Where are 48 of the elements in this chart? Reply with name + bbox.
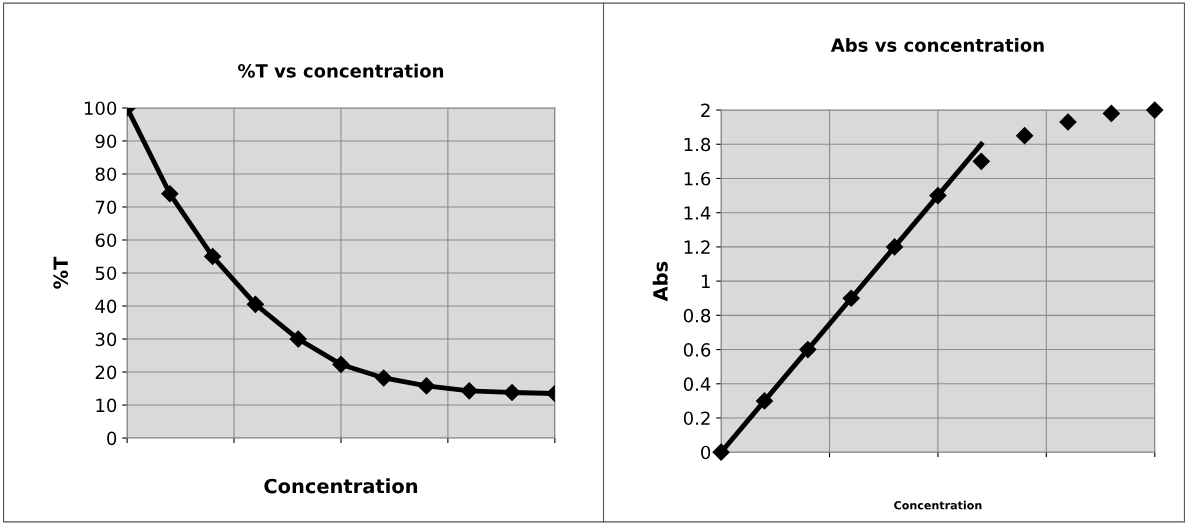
point — [929, 187, 947, 205]
point — [1016, 127, 1034, 145]
y-tick-label: 0.4 — [683, 377, 711, 391]
point — [503, 383, 521, 402]
chart-title: %T vs concentration — [238, 63, 444, 78]
y-tick-label: 1 — [701, 274, 710, 288]
y-tick-label: 1.2 — [684, 240, 710, 254]
point — [204, 247, 222, 266]
point — [755, 392, 774, 410]
y-tick-label: 1.6 — [684, 171, 711, 186]
point — [1146, 101, 1164, 119]
y-tick-label: 50 — [95, 266, 117, 281]
point — [375, 369, 393, 387]
y-tick-label: 2 — [701, 103, 710, 117]
point — [246, 295, 264, 313]
point — [799, 341, 817, 359]
y-tick-label: 0 — [701, 445, 711, 460]
x-axis-title: Concentration — [894, 500, 982, 510]
point — [972, 152, 990, 170]
y-tick-label: 0.2 — [683, 411, 710, 426]
y-tick-label: 1.4 — [684, 206, 711, 220]
y-tick-label: 0.6 — [683, 343, 711, 357]
point — [417, 377, 436, 395]
y-tick-label: 90 — [95, 134, 117, 149]
y-tick-label: 40 — [95, 299, 117, 314]
y-tick-label: 100 — [84, 101, 117, 116]
point — [886, 238, 904, 256]
y-tick-label: 0.8 — [683, 308, 711, 323]
point — [1059, 113, 1077, 131]
point — [332, 355, 350, 373]
point — [460, 382, 478, 400]
y-tick-label: 1.8 — [684, 137, 711, 152]
y-tick-label: 80 — [95, 167, 117, 182]
y-axis-title: %T — [53, 256, 69, 289]
point — [289, 330, 307, 348]
y-tick-label: 10 — [96, 398, 117, 413]
y-tick-label: 0 — [107, 431, 117, 446]
y-tick-label: 70 — [95, 200, 117, 215]
chart-title: Abs vs concentration — [830, 37, 1044, 52]
y-tick-label: 20 — [95, 365, 117, 380]
point — [161, 185, 179, 203]
y-tick-label: 60 — [95, 233, 117, 248]
y-axis-title: Abs — [652, 261, 668, 302]
point — [712, 443, 730, 461]
point — [1102, 104, 1120, 123]
y-tick-label: 30 — [95, 332, 117, 347]
point — [842, 289, 860, 307]
x-axis-title: Concentration — [264, 478, 418, 494]
